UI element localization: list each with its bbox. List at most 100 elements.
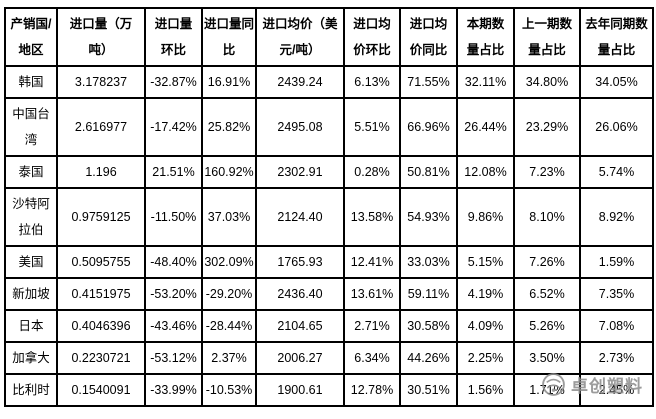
table-row: 新加坡 0.4151975 -53.20% -29.20% 2436.40 13.61% 5… [4,277,654,311]
value-cell: 1.59% [579,245,654,279]
country-cell: 新加坡 [4,277,58,311]
value-cell: 1.56% [456,373,515,407]
country-cell: 泰国 [4,155,58,189]
value-cell: 34.05% [579,65,654,99]
table-row: 日本 0.4046396 -43.46% -28.44% 2104.65 2.71% 30.… [4,309,654,343]
table-row: 比利时 0.1540091 -33.99% -10.53% 1900.61 12.78% 3… [4,373,654,407]
value-cell: 2.25% [456,341,515,375]
value-cell: 5.74% [579,155,654,189]
value-cell: 33.03% [399,245,458,279]
column-header: 本期数 量占比 [456,7,515,67]
value-cell: 34.80% [513,65,581,99]
value-cell: 0.2230721 [56,341,146,375]
value-cell: 66.96% [399,97,458,157]
value-cell: -32.87% [144,65,203,99]
country-cell: 美国 [4,245,58,279]
value-cell: 1.196 [56,155,146,189]
value-cell: 2.71% [343,309,401,343]
value-cell: 4.19% [456,277,515,311]
value-cell: -33.99% [144,373,203,407]
value-cell: -29.20% [201,277,257,311]
column-header: 去年同期数 量占比 [579,7,654,67]
value-cell: 13.61% [343,277,401,311]
value-cell: -53.12% [144,341,203,375]
column-header: 进口量（万 吨） [56,7,146,67]
table-row: 美国 0.5095755 -48.40% 302.09% 1765.93 12.41% 33… [4,245,654,279]
country-cell: 中国台 湾 [4,97,58,157]
value-cell: 1765.93 [255,245,345,279]
value-cell: 2302.91 [255,155,345,189]
value-cell: 160.92% [201,155,257,189]
value-cell: 7.23% [513,155,581,189]
table-row: 中国台 湾 2.616977 -17.42% 25.82% 2495.08 5.51% 66… [4,97,654,157]
header-row: 产销国/ 地区 进口量（万 吨） 进口量 环比 进口量同 比进口均价（美 元/吨） 进口… [4,7,654,67]
value-cell: 8.92% [579,187,654,247]
column-header: 进口量同 比 [201,7,257,67]
value-cell: 12.08% [456,155,515,189]
value-cell: 12.41% [343,245,401,279]
column-header: 进口均价（美 元/吨） [255,7,345,67]
table-row: 韩国 3.178237 -32.87% 16.91% 2439.24 6.13% 71.55… [4,65,654,99]
value-cell: 32.11% [456,65,515,99]
value-cell: 71.55% [399,65,458,99]
value-cell: 302.09% [201,245,257,279]
value-cell: 13.58% [343,187,401,247]
value-cell: 7.08% [579,309,654,343]
value-cell: 0.4046396 [56,309,146,343]
country-cell: 日本 [4,309,58,343]
value-cell: 2104.65 [255,309,345,343]
value-cell: 9.86% [456,187,515,247]
value-cell: 2495.08 [255,97,345,157]
value-cell: -28.44% [201,309,257,343]
value-cell: 5.26% [513,309,581,343]
value-cell: 6.13% [343,65,401,99]
value-cell: 0.9759125 [56,187,146,247]
value-cell: 54.93% [399,187,458,247]
value-cell: -48.40% [144,245,203,279]
value-cell: 2.616977 [56,97,146,157]
value-cell: 6.34% [343,341,401,375]
value-cell: 7.35% [579,277,654,311]
country-cell: 加拿大 [4,341,58,375]
value-cell: 2.45% [579,373,654,407]
value-cell: 1.71% [513,373,581,407]
value-cell: 44.26% [399,341,458,375]
value-cell: 7.26% [513,245,581,279]
table-body: 韩国 3.178237 -32.87% 16.91% 2439.24 6.13% 71.55… [4,65,654,407]
value-cell: 3.178237 [56,65,146,99]
value-cell: 26.06% [579,97,654,157]
value-cell: 1900.61 [255,373,345,407]
value-cell: 2436.40 [255,277,345,311]
value-cell: 50.81% [399,155,458,189]
value-cell: 12.78% [343,373,401,407]
value-cell: 8.10% [513,187,581,247]
value-cell: 23.29% [513,97,581,157]
value-cell: 21.51% [144,155,203,189]
value-cell: -10.53% [201,373,257,407]
value-cell: 4.09% [456,309,515,343]
import-data-table: 产销国/ 地区 进口量（万 吨） 进口量 环比 进口量同 比进口均价（美 元/吨） 进口… [4,7,654,407]
country-cell: 韩国 [4,65,58,99]
value-cell: 59.11% [399,277,458,311]
value-cell: 6.52% [513,277,581,311]
value-cell: 2439.24 [255,65,345,99]
column-header: 上一期数 量占比 [513,7,581,67]
value-cell: 2.37% [201,341,257,375]
country-cell: 沙特阿 拉伯 [4,187,58,247]
value-cell: 30.51% [399,373,458,407]
value-cell: 0.4151975 [56,277,146,311]
value-cell: 0.5095755 [56,245,146,279]
value-cell: 3.50% [513,341,581,375]
value-cell: -43.46% [144,309,203,343]
value-cell: -17.42% [144,97,203,157]
table-row: 沙特阿 拉伯 0.9759125 -11.50% 37.03% 2124.40 13.58… [4,187,654,247]
value-cell: -53.20% [144,277,203,311]
table-row: 加拿大 0.2230721 -53.12% 2.37% 2006.27 6.34% 44.2… [4,341,654,375]
value-cell: 25.82% [201,97,257,157]
value-cell: -11.50% [144,187,203,247]
value-cell: 5.15% [456,245,515,279]
value-cell: 2124.40 [255,187,345,247]
value-cell: 26.44% [456,97,515,157]
value-cell: 37.03% [201,187,257,247]
country-cell: 比利时 [4,373,58,407]
